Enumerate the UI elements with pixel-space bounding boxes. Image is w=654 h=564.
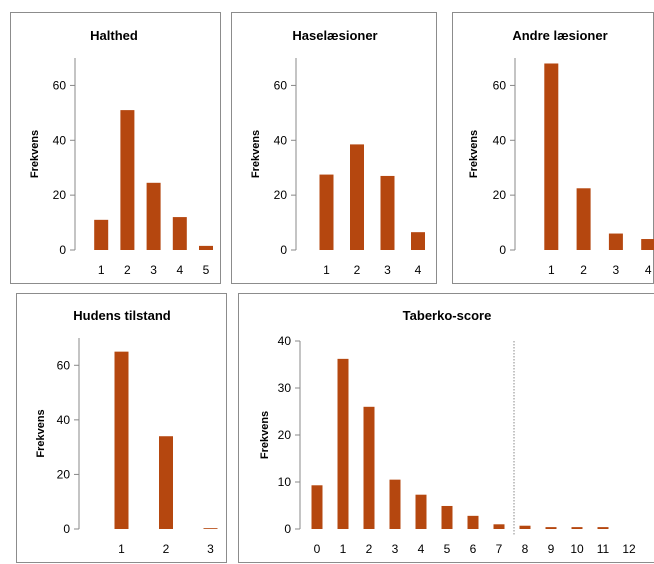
bar-0 <box>311 485 323 529</box>
y-tick-label: 30 <box>278 381 292 395</box>
y-axis-label: Frekvens <box>29 130 41 178</box>
y-tick-label: 60 <box>493 78 507 92</box>
chart-panel-andre-laesioner: Andre læsioner Frekvens 0 20 40 60 1 2 3 4 <box>452 12 654 284</box>
x-tick-label: 1 <box>548 263 555 277</box>
x-tick-label: 7 <box>496 542 503 556</box>
bar-3 <box>146 182 161 250</box>
bar-1 <box>319 174 334 250</box>
y-tick-label: 20 <box>53 188 67 202</box>
chart-svg-hudens-tilstand: Hudens tilstand Frekvens 0 20 40 60 1 2 3 <box>35 308 218 556</box>
bar-2 <box>363 406 375 529</box>
chart-title: Andre læsioner <box>512 28 607 43</box>
x-tick-label: 1 <box>118 542 125 556</box>
y-axis-label: Frekvens <box>35 409 47 457</box>
bar-2 <box>576 188 591 250</box>
bar-3 <box>389 479 401 529</box>
x-tick-label: 2 <box>163 542 170 556</box>
bar-7 <box>493 524 505 529</box>
x-tick-label: 1 <box>340 542 347 556</box>
y-tick-label: 20 <box>57 467 71 481</box>
y-tick-label: 0 <box>63 522 70 536</box>
x-tick-label: 3 <box>150 263 157 277</box>
y-tick-label: 20 <box>274 188 288 202</box>
x-tick-label: 2 <box>124 263 131 277</box>
bar-3 <box>203 528 218 529</box>
y-tick-label: 40 <box>493 133 507 147</box>
chart-title: Haselæsioner <box>292 28 377 43</box>
y-tick-label: 60 <box>53 78 67 92</box>
x-tick-label: 0 <box>314 542 321 556</box>
x-tick-label: 3 <box>613 263 620 277</box>
x-tick-label: 5 <box>203 263 210 277</box>
x-tick-label: 4 <box>176 263 183 277</box>
y-axis-label: Frekvens <box>250 130 262 178</box>
chart-title: Taberko-score <box>403 308 492 323</box>
bar-2 <box>350 144 364 250</box>
chart-svg-halthed: Halthed Frekvens 0 20 40 60 1 2 3 4 5 <box>29 28 213 277</box>
bar-3 <box>380 175 395 250</box>
x-tick-label: 4 <box>418 542 425 556</box>
x-tick-label: 5 <box>444 542 451 556</box>
x-tick-label: 4 <box>415 263 422 277</box>
bar-9 <box>545 527 557 529</box>
bar-10 <box>571 527 583 529</box>
x-tick-label: 9 <box>548 542 555 556</box>
chart-svg-andre-laesioner: Andre læsioner Frekvens 0 20 40 60 1 2 3 4 <box>468 28 654 277</box>
chart-panel-taberko-score: Taberko-score Frekvens 0 10 20 30 40 0 1 2 3 4 5 6 7 8 9… <box>238 293 654 563</box>
y-tick-label: 40 <box>274 133 288 147</box>
y-tick-label: 0 <box>284 522 291 536</box>
x-tick-label: 3 <box>207 542 214 556</box>
bar-1 <box>94 219 109 250</box>
bar-4 <box>411 232 425 250</box>
bar-1 <box>544 63 559 250</box>
bar-3 <box>608 233 623 250</box>
bar-11 <box>597 527 609 529</box>
y-axis-label: Frekvens <box>259 411 271 459</box>
bar-1 <box>337 358 349 529</box>
x-tick-label: 3 <box>392 542 399 556</box>
chart-title: Hudens tilstand <box>73 308 171 323</box>
x-tick-label: 6 <box>470 542 477 556</box>
bar-5 <box>441 505 453 529</box>
y-tick-label: 0 <box>59 243 66 257</box>
y-tick-label: 60 <box>57 358 71 372</box>
x-tick-label: 2 <box>580 263 587 277</box>
x-tick-label: 3 <box>384 263 391 277</box>
chart-panel-haselaesioner: Haselæsioner Frekvens 0 20 40 60 1 2 3 4 <box>231 12 437 284</box>
y-tick-label: 0 <box>499 243 506 257</box>
chart-panel-halthed: Halthed Frekvens 0 20 40 60 1 2 3 4 5 <box>10 12 221 284</box>
y-tick-label: 40 <box>53 133 67 147</box>
x-tick-label: 10 <box>570 542 584 556</box>
x-tick-label: 12 <box>622 542 636 556</box>
bar-1 <box>114 351 129 529</box>
bar-4 <box>415 494 427 529</box>
x-tick-label: 1 <box>98 263 105 277</box>
bar-2 <box>120 110 135 250</box>
bar-5 <box>199 245 213 250</box>
bar-2 <box>159 436 173 529</box>
x-tick-label: 2 <box>366 542 373 556</box>
y-tick-label: 40 <box>278 334 292 348</box>
y-tick-label: 10 <box>278 475 292 489</box>
y-tick-label: 20 <box>493 188 507 202</box>
x-tick-label: 2 <box>354 263 361 277</box>
bar-4 <box>641 239 654 250</box>
y-tick-label: 40 <box>57 413 71 427</box>
bar-8 <box>519 525 531 529</box>
y-tick-label: 60 <box>274 78 288 92</box>
x-tick-label: 4 <box>645 263 652 277</box>
chart-panel-hudens-tilstand: Hudens tilstand Frekvens 0 20 40 60 1 2 3 <box>16 293 227 563</box>
bar-6 <box>467 515 479 529</box>
chart-svg-haselaesioner: Haselæsioner Frekvens 0 20 40 60 1 2 3 4 <box>250 28 425 277</box>
x-tick-label: 11 <box>597 542 610 556</box>
x-tick-label: 8 <box>522 542 529 556</box>
y-tick-label: 20 <box>278 428 292 442</box>
chart-title: Halthed <box>90 28 138 43</box>
y-tick-label: 0 <box>280 243 287 257</box>
y-axis-label: Frekvens <box>468 130 480 178</box>
bar-4 <box>172 217 187 250</box>
x-tick-label: 1 <box>323 263 330 277</box>
